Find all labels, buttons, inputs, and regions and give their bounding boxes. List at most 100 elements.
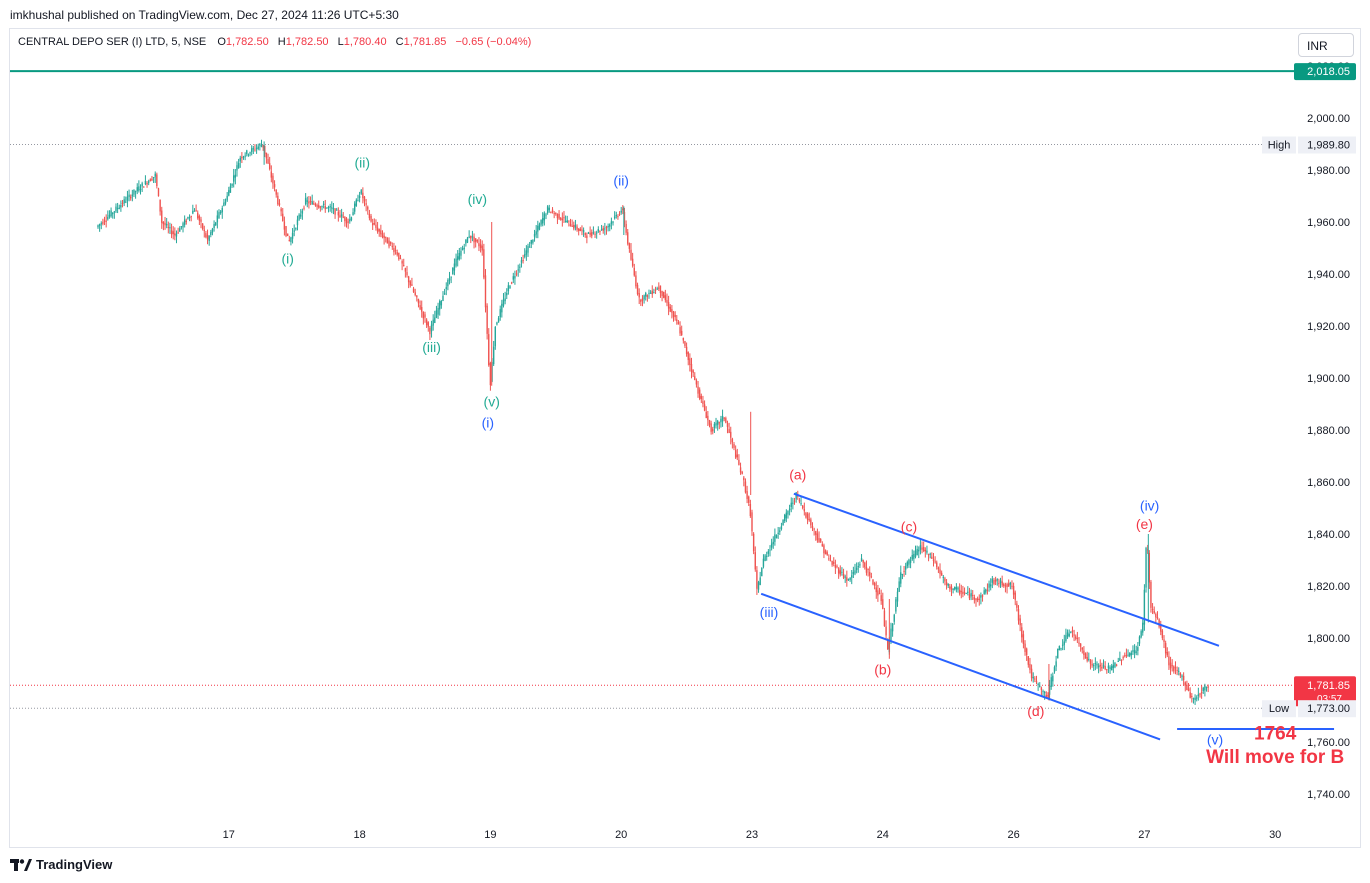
candle-body <box>156 174 158 187</box>
candle-body <box>476 240 479 242</box>
candle-body <box>684 341 686 346</box>
candle-body <box>1024 643 1026 652</box>
candle-body <box>275 189 277 195</box>
x-tick-label: 26 <box>1007 829 1019 841</box>
candle-body <box>806 513 809 521</box>
candle-body <box>510 282 513 284</box>
current-price-value: 1,781.85 <box>1307 680 1350 692</box>
candle-body <box>716 420 719 425</box>
candle-body <box>653 292 655 294</box>
ohlc-legend: CENTRAL DEPO SER (I) LTD, 5, NSE O1,782.… <box>18 36 537 48</box>
candle-body <box>1127 654 1129 656</box>
candle-body <box>314 204 317 206</box>
open-value: 1,782.50 <box>225 36 269 48</box>
candle-body <box>231 183 233 186</box>
candle-body <box>870 576 873 578</box>
candle-body <box>1050 677 1052 687</box>
candle-body <box>921 547 923 550</box>
x-tick-label: 17 <box>223 829 235 841</box>
candle-body <box>1187 688 1190 691</box>
footer-brand[interactable]: TradingView <box>10 857 112 872</box>
candle-body <box>360 190 362 194</box>
candle-body <box>1166 652 1168 656</box>
candle-body <box>308 201 310 204</box>
candle-body <box>234 174 237 178</box>
candle-body <box>344 216 346 222</box>
symbol-label[interactable]: CENTRAL DEPO SER (I) LTD, 5, NSE <box>18 36 207 48</box>
y-tick-label: 1,860.00 <box>1307 477 1350 489</box>
candle-body <box>267 158 269 164</box>
candle-body <box>1061 644 1064 646</box>
candle-body <box>824 550 827 555</box>
candle-body <box>1084 653 1087 659</box>
candle-body <box>520 260 523 263</box>
candle-body <box>532 239 534 243</box>
candle-body <box>612 221 614 223</box>
candle-body <box>582 229 585 233</box>
candle-body <box>743 477 745 481</box>
candle-body <box>357 200 359 202</box>
candle-body <box>846 577 848 581</box>
candle-body <box>188 217 191 219</box>
candle-body <box>936 562 938 567</box>
candle-body <box>911 554 913 560</box>
candle-body <box>710 423 712 432</box>
candle-body <box>901 573 904 575</box>
candle-body <box>993 579 995 585</box>
candle-body <box>641 298 644 301</box>
candle-body <box>1178 670 1180 672</box>
wave-label: (d) <box>1027 703 1044 719</box>
candle-body <box>1048 685 1051 695</box>
candle-body <box>301 210 304 214</box>
candle-body <box>391 246 393 248</box>
candle-body <box>461 248 464 250</box>
wave-label: (iv) <box>1140 498 1159 514</box>
candle-body <box>715 422 717 426</box>
candle-body <box>393 248 395 253</box>
candle-body <box>250 148 253 152</box>
candle-body <box>206 234 209 240</box>
candle-body <box>1035 680 1038 683</box>
candle-body <box>1117 660 1119 662</box>
candle-body <box>654 289 657 291</box>
candle-body <box>1164 643 1167 654</box>
candle-body <box>766 555 768 557</box>
candle-body <box>940 572 943 576</box>
candle-body <box>767 551 770 554</box>
candle-body <box>718 422 720 424</box>
candle-body <box>208 235 210 241</box>
y-tick-label: 1,760.00 <box>1307 737 1350 749</box>
currency-button[interactable]: INR <box>1298 33 1354 57</box>
candle-body <box>708 420 711 425</box>
candle-body <box>1111 666 1113 671</box>
candle-body <box>98 224 101 226</box>
candle-body <box>435 310 438 318</box>
candle-body <box>805 512 807 518</box>
x-tick-label: 30 <box>1269 829 1281 841</box>
candle-body <box>422 311 425 319</box>
candle-body <box>1021 627 1023 638</box>
candle-body <box>741 471 743 474</box>
candle-body <box>546 206 549 213</box>
candle-body <box>1037 683 1039 685</box>
candle-body <box>666 300 668 303</box>
candle-body <box>566 220 568 223</box>
candle-body <box>801 505 804 509</box>
wave-label: (ii) <box>613 173 629 189</box>
candle-body <box>411 284 413 286</box>
candle-body <box>595 232 598 234</box>
candle-body <box>983 590 985 595</box>
candle-body <box>1014 592 1016 600</box>
candle-body <box>577 228 580 231</box>
candle-body <box>443 293 446 295</box>
candle-body <box>985 589 987 593</box>
candle-body <box>764 555 766 561</box>
candle-body <box>674 314 676 318</box>
candle-body <box>859 564 861 566</box>
candle-body <box>427 322 429 327</box>
candle-body <box>723 417 725 419</box>
candle-body <box>913 553 915 559</box>
candle-body <box>457 256 459 260</box>
candle-body <box>1022 634 1025 644</box>
